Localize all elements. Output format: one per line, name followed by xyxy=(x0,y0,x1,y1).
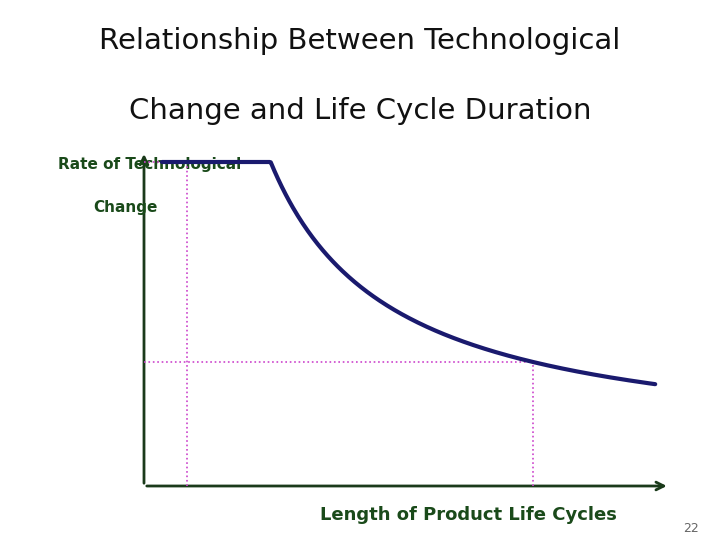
Text: Change: Change xyxy=(94,200,158,215)
Text: Relationship Between Technological: Relationship Between Technological xyxy=(99,27,621,55)
Text: Change and Life Cycle Duration: Change and Life Cycle Duration xyxy=(129,97,591,125)
Text: 22: 22 xyxy=(683,522,698,535)
Text: Rate of Technological: Rate of Technological xyxy=(58,157,241,172)
Text: Length of Product Life Cycles: Length of Product Life Cycles xyxy=(320,506,616,524)
